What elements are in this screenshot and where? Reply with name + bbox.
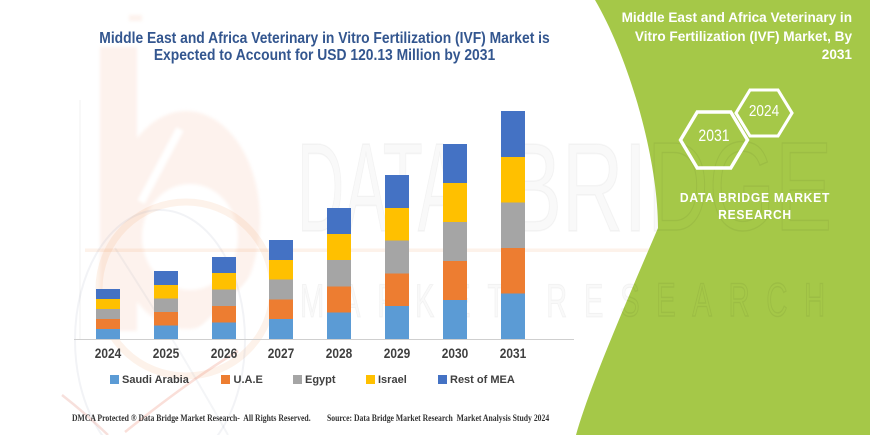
svg-text:MARKET RESEARCH: MARKET RESEARCH <box>300 275 842 327</box>
svg-text:DATA: DATA <box>297 117 461 258</box>
